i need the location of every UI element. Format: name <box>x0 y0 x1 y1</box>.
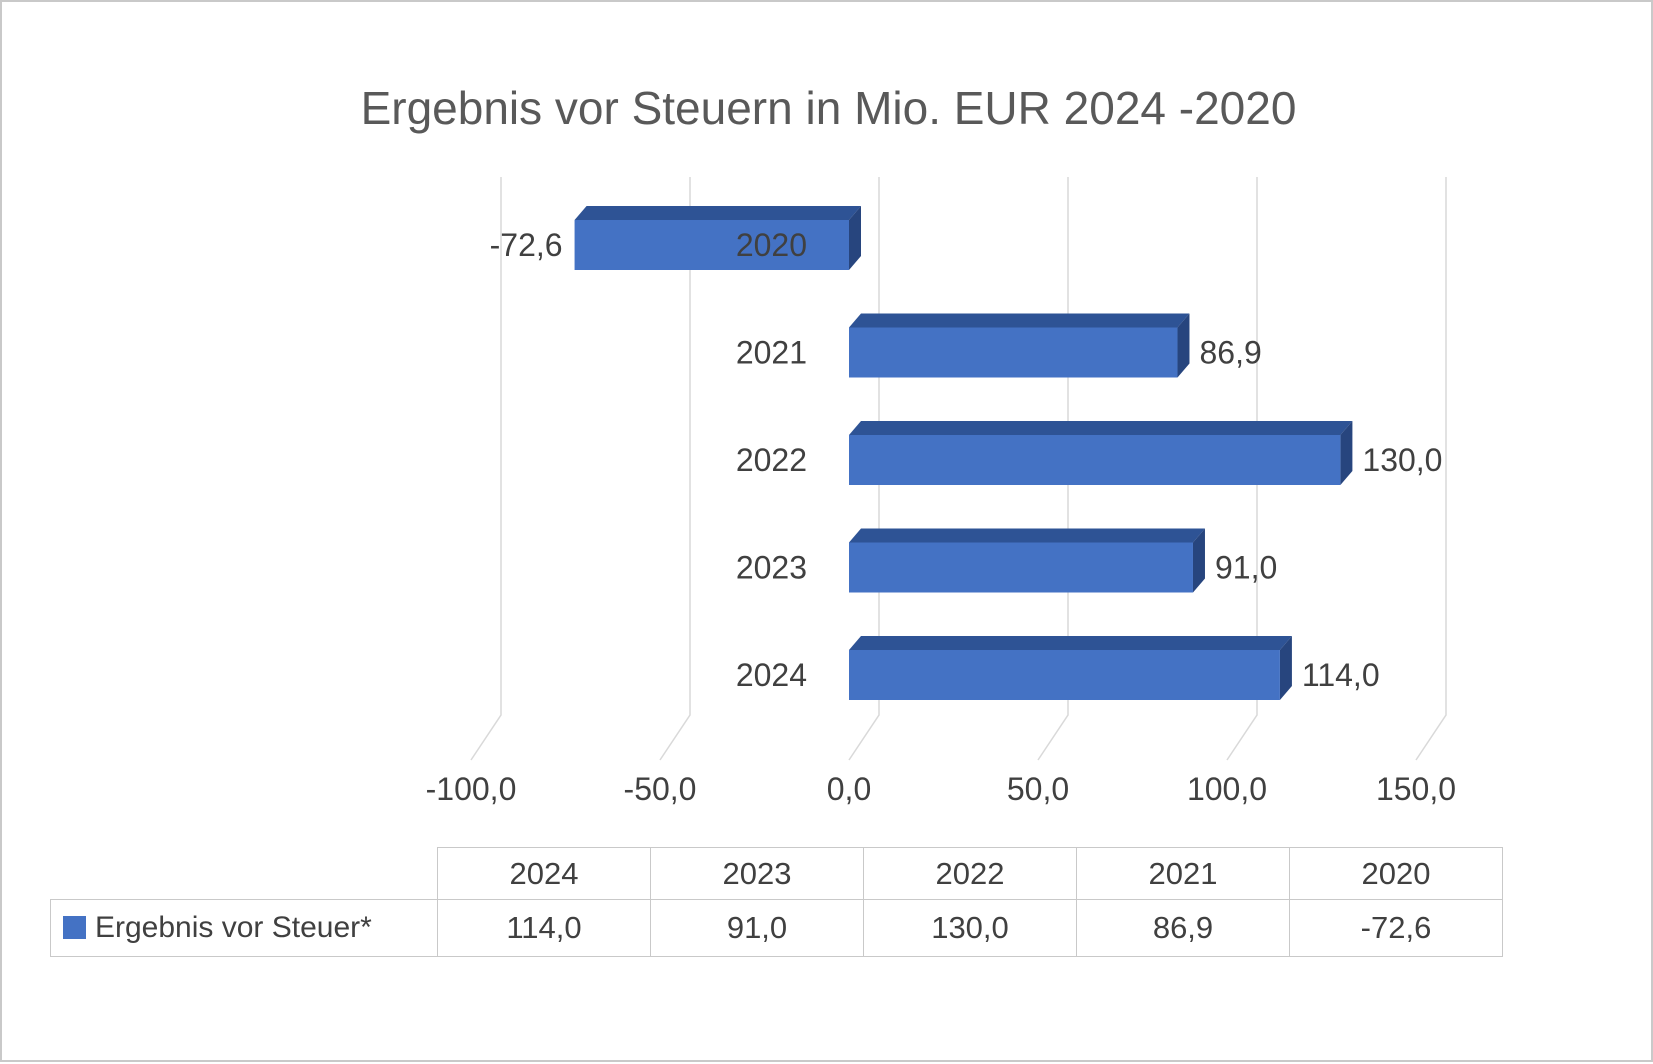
series-label: Ergebnis vor Steuer* <box>95 911 372 944</box>
chart-title: Ergebnis vor Steuern in Mio. EUR 2024 -2… <box>360 82 1297 134</box>
table-header-year-4: 2021 <box>1076 847 1290 900</box>
legend-swatch <box>63 916 86 939</box>
table-value-4: 86,9 <box>1076 899 1290 957</box>
bar-2024-top-face <box>849 636 1292 650</box>
bar-2020-end-face <box>849 206 861 270</box>
data-table: 2024 2023 2022 2021 2020 Ergebnis vor St… <box>50 847 1503 957</box>
bar-2021 <box>849 327 1178 378</box>
bar-2021-top-face <box>849 313 1190 328</box>
gridline--100,0 <box>470 177 502 761</box>
table-header-year-1: 2024 <box>437 847 651 900</box>
x-tick-label-100,0: 100,0 <box>1187 771 1267 807</box>
table-header-year-3: 2022 <box>863 847 1077 900</box>
bar-2021-end-face <box>1177 313 1190 378</box>
bar-2024 <box>849 650 1280 700</box>
table-header-year-5: 2020 <box>1289 847 1503 900</box>
bar-2023-top-face <box>849 528 1205 543</box>
gridline-100,0 <box>1226 177 1258 761</box>
x-tick-label--100,0: -100,0 <box>426 771 517 807</box>
bar-2020 <box>574 220 849 270</box>
table-header-year-2: 2023 <box>650 847 864 900</box>
category-label-2024: 2024 <box>736 657 807 693</box>
category-label-2023: 2023 <box>736 550 807 586</box>
x-tick-label-50,0: 50,0 <box>1007 771 1069 807</box>
table-value-1: 114,0 <box>437 899 651 957</box>
gridline-150,0 <box>1415 177 1447 761</box>
bar-2022-top-face <box>849 421 1353 435</box>
bar-2020-top-face <box>574 206 861 220</box>
bar-2024-end-face <box>1279 636 1292 700</box>
value-label-2021: 86,9 <box>1199 335 1261 371</box>
value-label-2023: 91,0 <box>1215 550 1277 586</box>
table-value-2: 91,0 <box>650 899 864 957</box>
x-tick-label-150,0: 150,0 <box>1376 771 1456 807</box>
bar-2022 <box>849 435 1341 485</box>
category-label-2022: 2022 <box>736 442 807 478</box>
table-corner-blank <box>51 848 438 900</box>
gridline--50,0 <box>659 177 691 761</box>
bar-2022-end-face <box>1340 421 1353 485</box>
x-tick-label--50,0: -50,0 <box>624 771 697 807</box>
value-label-2020: -72,6 <box>490 227 563 263</box>
bar-2023-end-face <box>1192 528 1205 593</box>
table-value-5: -72,6 <box>1289 899 1503 957</box>
category-label-2021: 2021 <box>736 335 807 371</box>
value-label-2022: 130,0 <box>1362 442 1442 478</box>
x-tick-label-0,0: 0,0 <box>827 771 871 807</box>
value-label-2024: 114,0 <box>1302 657 1380 693</box>
legend-row-label-cell: Ergebnis vor Steuer* <box>50 899 438 957</box>
bar-2023 <box>849 542 1193 593</box>
category-label-2020: 2020 <box>736 227 807 263</box>
table-value-3: 130,0 <box>863 899 1077 957</box>
